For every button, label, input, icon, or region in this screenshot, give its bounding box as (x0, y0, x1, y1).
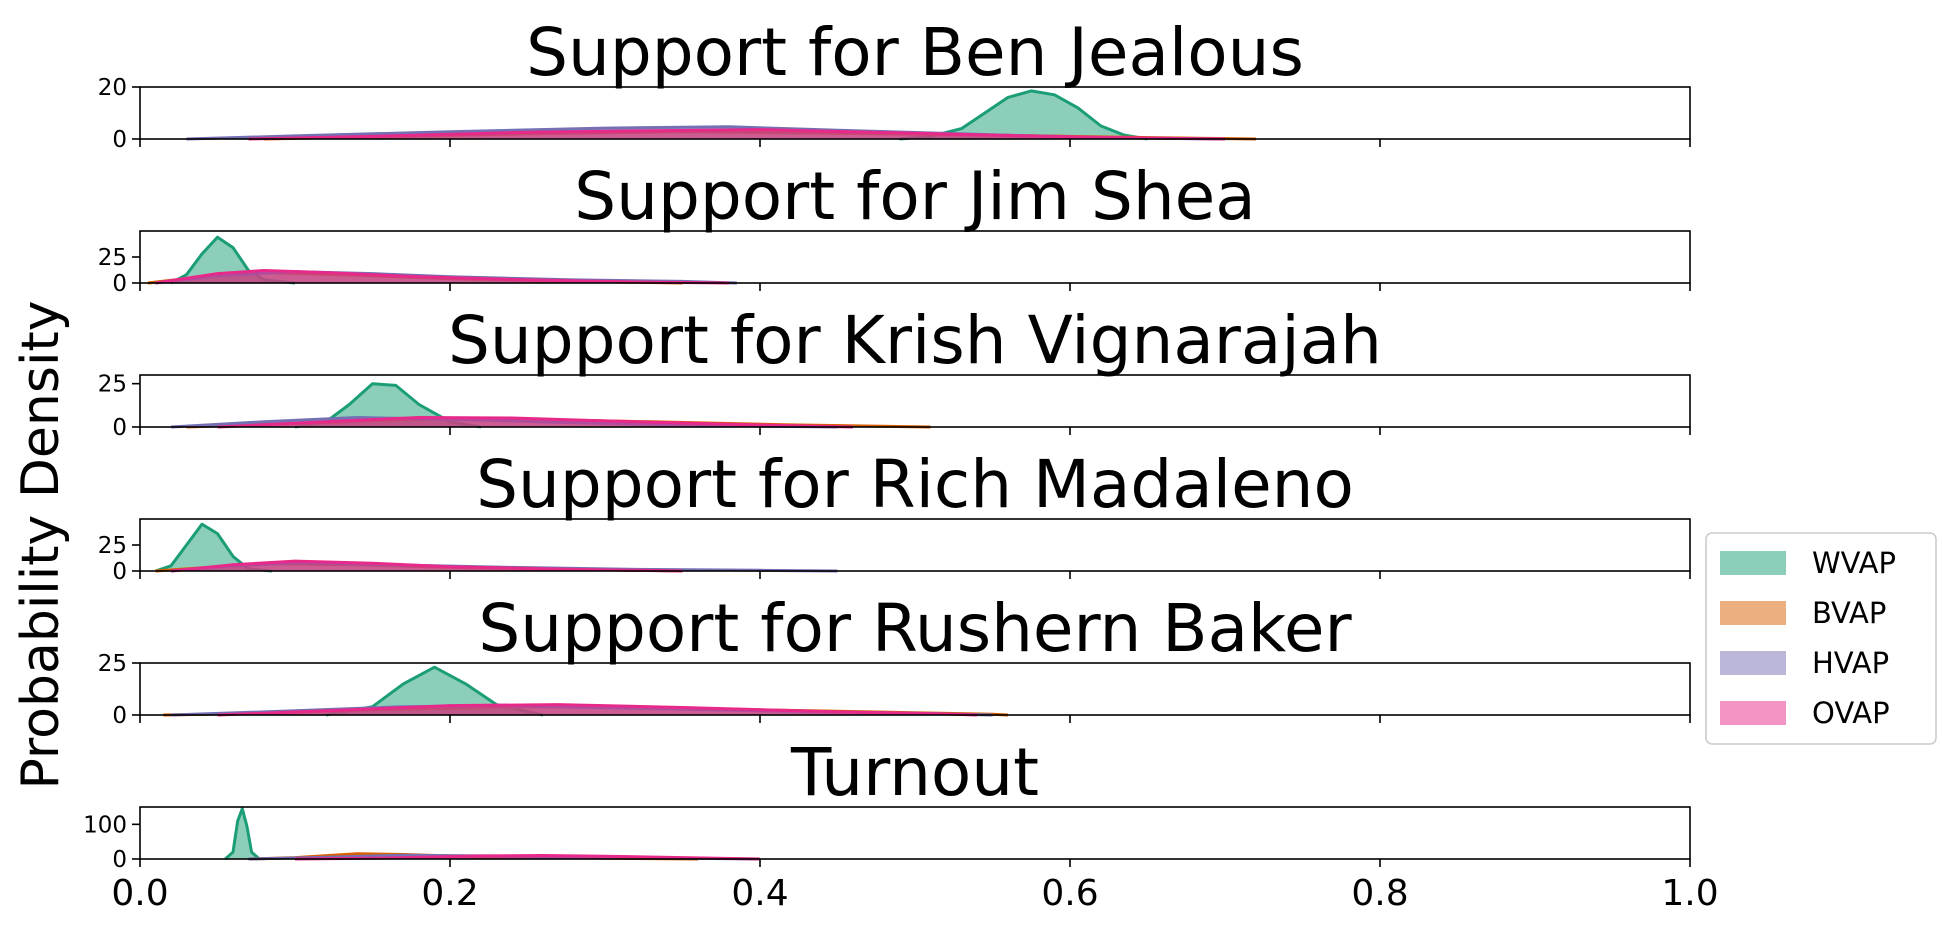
y-tick-label: 20 (98, 75, 127, 101)
panel-title: Support for Ben Jealous (526, 14, 1304, 91)
density-line-ovap (170, 559, 683, 573)
y-tick-label: 25 (98, 372, 127, 398)
panel-title: Support for Krish Vignarajah (448, 302, 1382, 379)
y-tick-label: 0 (112, 127, 127, 153)
axes-frame (139, 806, 1691, 860)
panel-2: Support for Jim Shea 025 (98, 158, 1691, 297)
legend-label: WVAP (1812, 546, 1896, 580)
y-tick-label: 100 (83, 812, 127, 838)
legend-swatch-ovap (1720, 701, 1786, 725)
density-area-wvap (171, 237, 295, 283)
y-tick-label: 0 (112, 415, 127, 441)
legend-swatch-bvap (1720, 601, 1786, 625)
legend-swatch-hvap (1720, 651, 1786, 675)
density-area-wvap (899, 90, 1148, 139)
panel-6: Turnout 0 100 0.0 0.2 0.4 0.6 0.8 1.0 (83, 734, 1719, 914)
axes-frame (139, 662, 1691, 716)
legend-label: HVAP (1812, 646, 1889, 680)
y-tick-label: 0 (112, 703, 127, 729)
y-tick-label: 25 (98, 245, 127, 271)
x-tick-label: 0.4 (731, 873, 788, 914)
x-tick-label: 0.6 (1041, 873, 1098, 914)
density-area-wvap (155, 524, 272, 571)
panel-title: Support for Rushern Baker (478, 590, 1352, 667)
panel-title: Support for Jim Shea (574, 158, 1255, 235)
density-line-ovap (217, 703, 978, 717)
density-area-wvap (326, 667, 543, 715)
density-area-ovap (248, 129, 1225, 139)
panel-3: Support for Krish Vignarajah 0 25 (98, 302, 1691, 441)
panel-title: Turnout (790, 734, 1039, 811)
density-area-ovap (155, 270, 729, 283)
panel-1: Support for Ben Jealous 0 20 (98, 14, 1691, 153)
panels: Support for Ben Jealous 0 20 Support for Ji… (83, 14, 1719, 914)
legend-label: BVAP (1812, 596, 1886, 630)
legend-frame (1705, 532, 1937, 745)
x-tick-label: 1.0 (1661, 873, 1718, 914)
panel-title: Support for Rich Madaleno (476, 446, 1354, 523)
legend-swatch-wvap (1720, 551, 1786, 575)
density-line-ovap (155, 269, 730, 285)
y-tick-label: 0 (112, 559, 127, 585)
density-line-ovap (248, 128, 1226, 141)
density-line-ovap (217, 416, 854, 429)
density-area-wvap (225, 808, 260, 859)
y-axis-label: Probability Density (11, 300, 71, 789)
panel-5: Support for Rushern Baker 0 25 (98, 590, 1691, 729)
density-line-wvap (899, 89, 1148, 141)
x-tick-label: 0.2 (421, 873, 478, 914)
legend: WVAP BVAP HVAP OVAP (1705, 532, 1937, 745)
x-tick-label: 0.8 (1351, 873, 1408, 914)
x-tick-label: 0.0 (111, 873, 168, 914)
density-line-wvap (224, 807, 261, 861)
y-tick-label: 0 (112, 271, 127, 297)
density-area-ovap (217, 704, 977, 715)
panel-4: Support for Rich Madaleno 025 (98, 446, 1691, 585)
legend-label: OVAP (1812, 696, 1890, 730)
y-tick-label: 25 (98, 651, 127, 677)
axes-frame (139, 374, 1691, 428)
y-tick-label: 0 (112, 847, 127, 873)
axes-frame (139, 86, 1691, 140)
y-tick-label: 25 (98, 533, 127, 559)
